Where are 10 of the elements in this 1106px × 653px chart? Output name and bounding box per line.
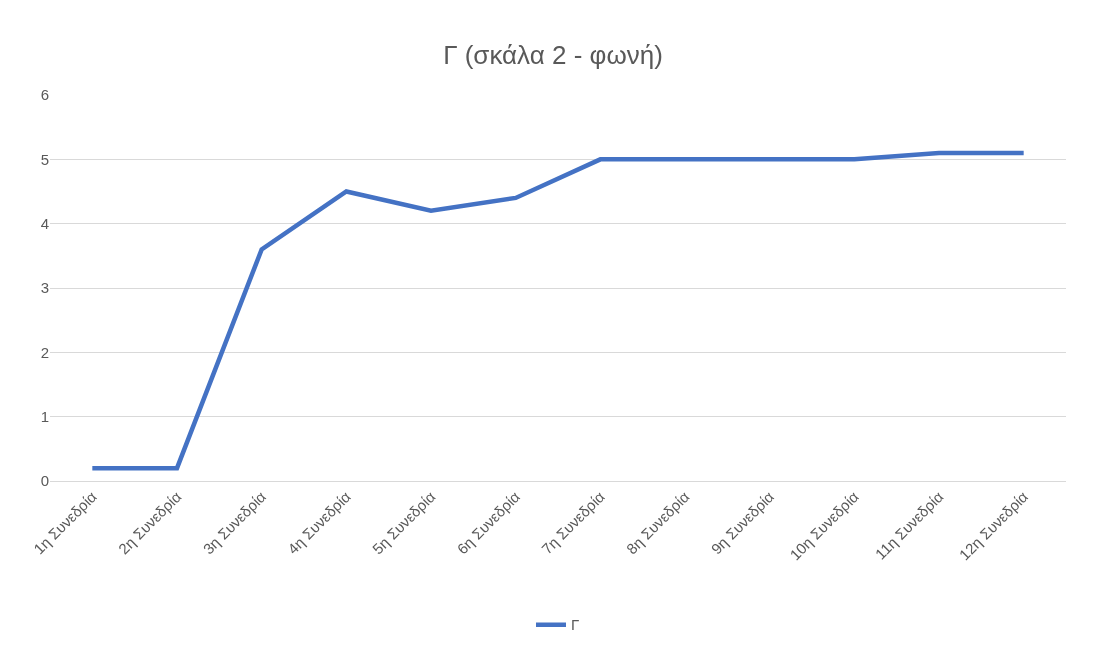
y-tick-label: 5 [40, 150, 49, 168]
legend-label: Γ [571, 616, 580, 634]
y-tick-label: 1 [40, 407, 49, 425]
y-tick-label: 3 [40, 279, 49, 297]
y-tick-label: 2 [40, 343, 49, 361]
y-tick-label: 6 [40, 86, 49, 104]
y-tick-label: 4 [40, 214, 49, 232]
chart-title: Γ (σκάλα 2 - φωνή) [443, 39, 663, 70]
line-series [90, 150, 1026, 471]
y-tick-label: 0 [40, 472, 49, 490]
